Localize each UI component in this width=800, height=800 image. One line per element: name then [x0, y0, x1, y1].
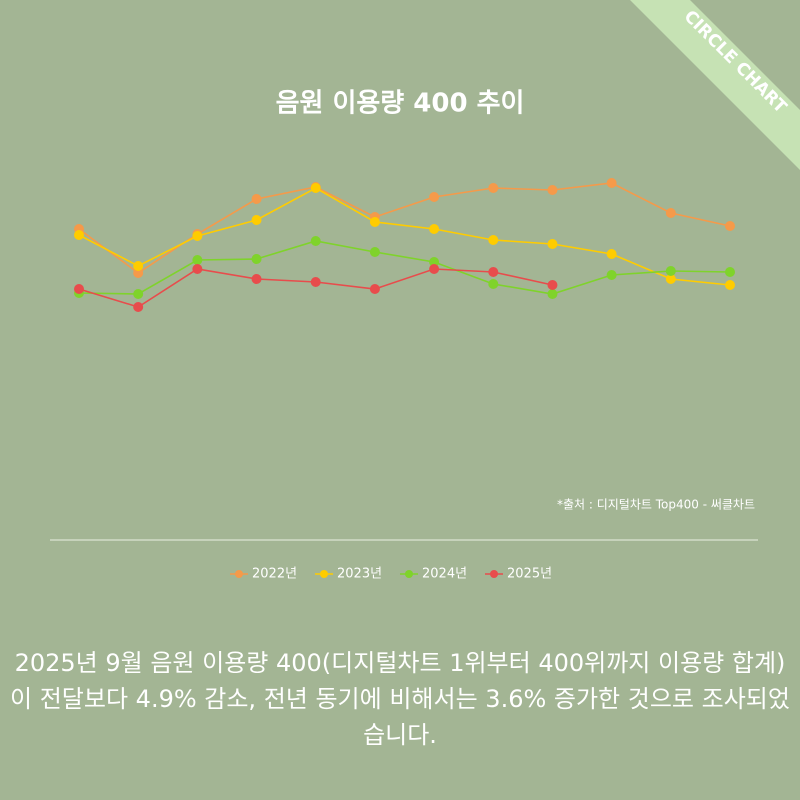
data-point [369, 217, 380, 227]
data-point [547, 280, 558, 290]
data-point [606, 178, 617, 188]
data-point [725, 267, 735, 277]
data-point [606, 270, 617, 280]
data-point [725, 280, 735, 290]
description: 2025년 9월 음원 이용량 400(디지털차트 1위부터 400위까지 이용… [10, 649, 790, 749]
data-point [547, 289, 558, 299]
legend-marker [490, 570, 498, 578]
data-point [488, 235, 499, 245]
data-point [429, 257, 440, 267]
data-point [251, 215, 262, 225]
source: *출처 : 디지털차트 Top400 - 써클차트 [557, 498, 755, 512]
data-point [606, 249, 617, 259]
data-point [547, 239, 558, 249]
data-point [133, 268, 144, 278]
data-point [725, 221, 735, 231]
legend-label: 2022년 [252, 567, 297, 582]
legend-label: 2023년 [337, 567, 382, 582]
data-point [133, 302, 144, 312]
data-point [665, 208, 676, 218]
data-point [547, 185, 558, 195]
series-line [78, 240, 731, 295]
data-point [369, 247, 380, 257]
data-point [192, 264, 203, 274]
legend-marker [235, 570, 243, 578]
data-point [429, 192, 440, 202]
data-point [429, 264, 440, 274]
corner-ribbon [630, 0, 800, 170]
data-point [251, 194, 262, 204]
series-line [78, 187, 731, 286]
data-point [310, 183, 321, 193]
data-point [251, 254, 262, 264]
data-point [74, 230, 84, 240]
data-point [74, 284, 84, 294]
legend-label: 2024년 [422, 567, 467, 582]
data-point [369, 284, 380, 294]
data-point [665, 274, 676, 284]
legend-marker [320, 570, 328, 578]
data-point [488, 279, 499, 289]
legend-label: 2025년 [507, 567, 552, 582]
data-point [133, 261, 144, 271]
data-point [310, 277, 321, 287]
data-point [192, 231, 203, 241]
data-point [488, 267, 499, 277]
data-point [310, 236, 321, 246]
data-point [429, 224, 440, 234]
data-point [665, 266, 676, 276]
chart-title: 음원 이용량 400 추이 [276, 89, 525, 119]
data-point [192, 255, 203, 265]
data-point [251, 274, 262, 284]
legend-marker [405, 570, 413, 578]
series-line [78, 182, 731, 274]
data-point [488, 183, 499, 193]
data-point [133, 289, 144, 299]
